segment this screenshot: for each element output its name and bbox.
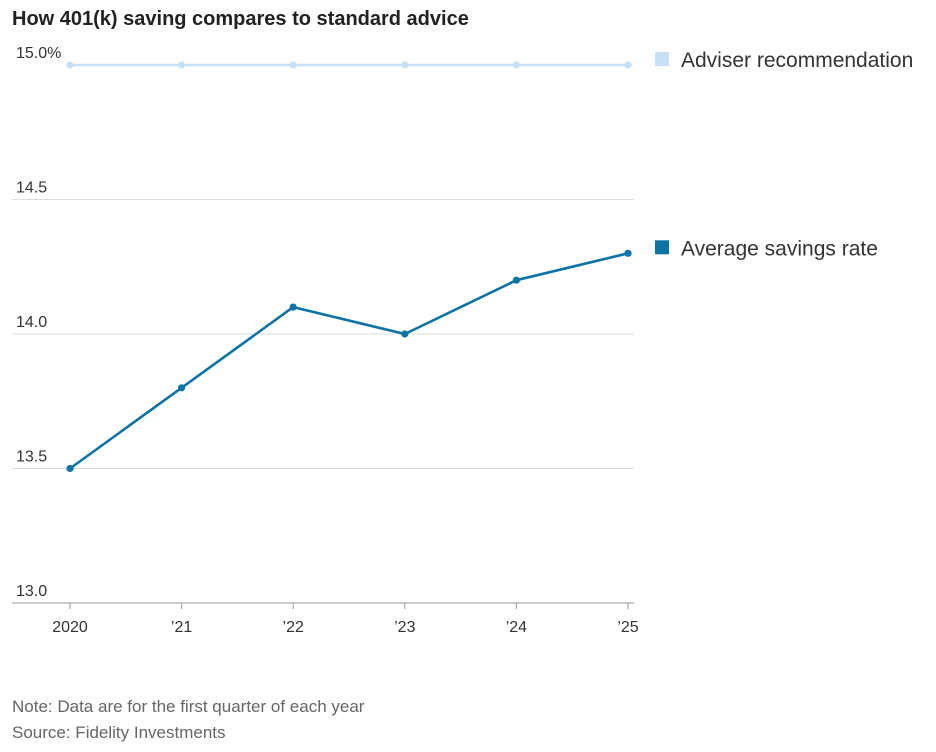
legend-label: Average savings rate xyxy=(681,237,878,260)
series-average-savings-rate xyxy=(66,249,632,473)
legend-swatch xyxy=(655,240,669,255)
series xyxy=(66,61,632,473)
x-tick-label: ’23 xyxy=(394,619,415,636)
data-point xyxy=(401,61,409,69)
data-point xyxy=(66,61,74,69)
legend-swatch xyxy=(655,52,669,66)
chart-source: Source: Fidelity Investments xyxy=(12,723,226,742)
y-tick-label: 14.5 xyxy=(16,180,47,197)
y-tick-label: 14.0 xyxy=(16,314,47,331)
series-line xyxy=(69,252,629,470)
legend: Adviser recommendation Average savings ra… xyxy=(655,49,913,260)
x-tick-label: ’24 xyxy=(506,619,527,636)
data-point xyxy=(178,61,186,69)
chart-note: Note: Data are for the first quarter of … xyxy=(12,697,365,716)
data-point xyxy=(512,61,521,69)
data-point xyxy=(289,303,297,311)
legend-label: Adviser recommendation xyxy=(681,49,913,72)
data-point xyxy=(289,61,297,69)
y-axis-ticks: 13.0 13.5 14.0 14.5 15.0% xyxy=(16,45,61,600)
line-chart: 13.0 13.5 14.0 14.5 15.0% 2020 ’21 ’22 ’23 ’24 ’2… xyxy=(12,45,913,636)
data-point xyxy=(178,384,186,392)
data-point xyxy=(512,276,521,284)
x-tick-label: ’22 xyxy=(283,619,304,636)
x-tick-label: 2020 xyxy=(52,619,88,636)
gridlines xyxy=(12,199,634,469)
y-tick-label: 13.0 xyxy=(16,583,47,600)
chart-title: How 401(k) saving compares to standard a… xyxy=(12,8,469,30)
data-point xyxy=(66,464,74,473)
data-point xyxy=(624,249,632,257)
data-point xyxy=(401,330,409,338)
series-adviser-recommendation xyxy=(66,61,632,69)
x-axis: 2020 ’21 ’22 ’23 ’24 ’25 xyxy=(12,602,639,636)
y-tick-label: 15.0% xyxy=(16,45,61,62)
x-tick-label: ’25 xyxy=(617,619,638,636)
y-tick-label: 13.5 xyxy=(16,449,47,466)
data-point xyxy=(624,61,632,69)
x-tick-label: ’21 xyxy=(171,619,192,636)
